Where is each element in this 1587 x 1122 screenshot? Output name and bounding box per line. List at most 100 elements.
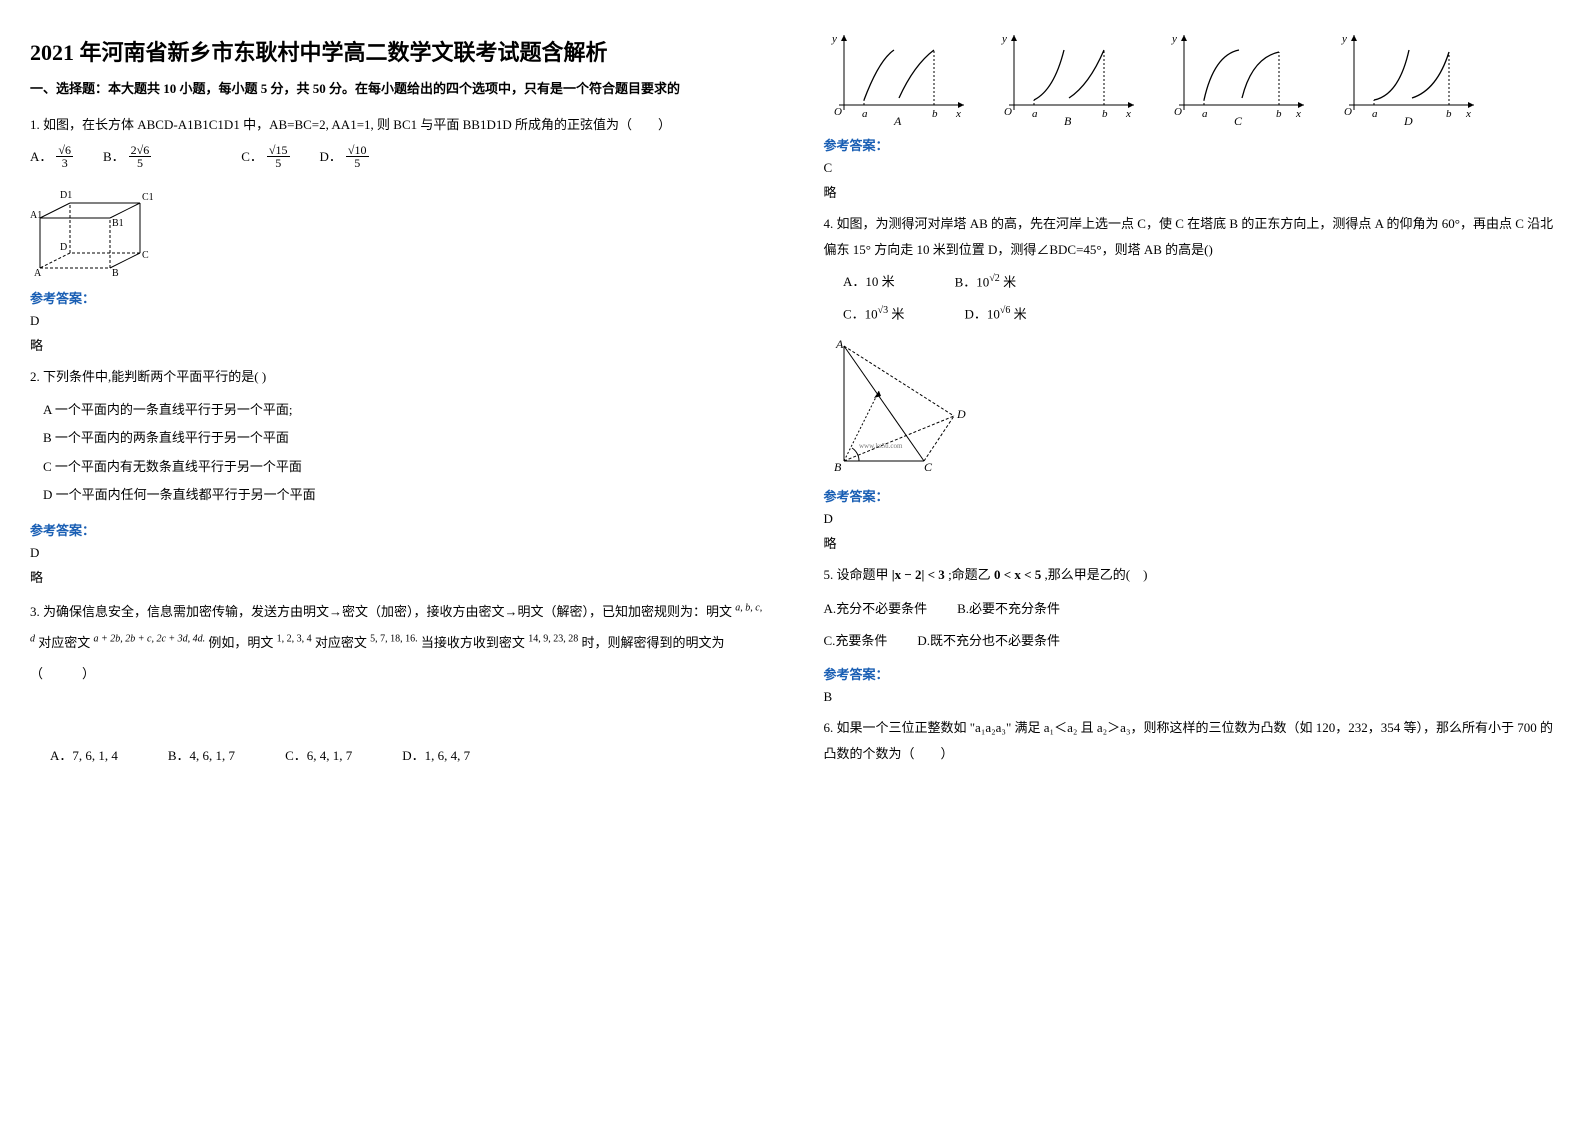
q2-option-b: B 一个平面内的两条直线平行于另一个平面 bbox=[43, 424, 764, 453]
q1-brief: 略 bbox=[30, 335, 764, 354]
q1-stem: 1. 如图，在长方体 ABCD-A1B1C1D1 中，AB=BC=2, AA1=… bbox=[30, 112, 764, 138]
question-5: 5. 设命题甲 |x − 2| < 3 ;命题乙 0 < x < 5 ,那么甲是… bbox=[824, 562, 1558, 654]
q3-options: A．7, 6, 1, 4 B．4, 6, 1, 7 C．6, 4, 1, 7 D… bbox=[50, 745, 764, 764]
q4-figure: A B C D www.ks5u.com bbox=[824, 336, 1558, 476]
q4-answer: D bbox=[824, 511, 1558, 527]
answer-heading: 参考答案： bbox=[30, 520, 764, 539]
question-3: 3. 为确保信息安全，信息需加密传输，发送方由明文→密文（加密），接收方由密文→… bbox=[30, 596, 764, 690]
q5-answer: B bbox=[824, 689, 1558, 705]
svg-text:C1: C1 bbox=[142, 192, 154, 203]
q4-option-a: A．10 米 bbox=[843, 269, 895, 295]
svg-text:A: A bbox=[34, 268, 42, 278]
question-4: 4. 如图，为测得河对岸塔 AB 的高，先在河岸上选一点 C，使 C 在塔底 B… bbox=[824, 211, 1558, 476]
svg-text:A1: A1 bbox=[30, 210, 42, 221]
q3-recv: 14, 9, 23, 28 bbox=[528, 634, 578, 645]
q3-cipherex: 5, 7, 18, 16. bbox=[370, 634, 418, 645]
svg-text:y: y bbox=[831, 33, 837, 45]
svg-text:B: B bbox=[834, 460, 842, 474]
svg-text:B1: B1 bbox=[112, 218, 124, 229]
q3-option-c: C．6, 4, 1, 7 bbox=[285, 745, 352, 764]
q3-option-b: B．4, 6, 1, 7 bbox=[168, 745, 235, 764]
svg-text:B: B bbox=[112, 268, 119, 278]
q3-p5: 例如，明文 bbox=[208, 635, 273, 650]
svg-text:O: O bbox=[834, 106, 842, 118]
answer-heading: 参考答案： bbox=[824, 664, 1558, 683]
svg-text:a: a bbox=[1372, 108, 1378, 120]
svg-text:C: C bbox=[1234, 114, 1243, 125]
svg-text:www.ks5u.com: www.ks5u.com bbox=[859, 442, 903, 450]
q5-option-d: D.既不充分也不必要条件 bbox=[917, 628, 1060, 654]
svg-text:y: y bbox=[1171, 33, 1177, 45]
graph-c: O a b x y C bbox=[1164, 30, 1314, 125]
q3-option-d: D．1, 6, 4, 7 bbox=[402, 745, 470, 764]
svg-text:B: B bbox=[1064, 114, 1072, 125]
q1-answer: D bbox=[30, 313, 764, 329]
q4-option-c: C．10√3 米 bbox=[843, 301, 904, 327]
question-6: 6. 如果一个三位正整数如 "a₁a₂a₃" 满足 a₁＜a₂ 且 a₂＞a₃，… bbox=[824, 715, 1558, 767]
q3-answer: C bbox=[824, 160, 1558, 176]
graph-d: O a b x y D bbox=[1334, 30, 1484, 125]
answer-heading: 参考答案： bbox=[824, 486, 1558, 505]
svg-text:A: A bbox=[893, 114, 902, 125]
q4-brief: 略 bbox=[824, 533, 1558, 552]
svg-text:x: x bbox=[1465, 108, 1471, 120]
graph-a: O a b x y A bbox=[824, 30, 974, 125]
left-column: 2021 年河南省新乡市东耿村中学高二数学文联考试题含解析 一、选择题：本大题共… bbox=[30, 20, 764, 777]
q3-option-a: A．7, 6, 1, 4 bbox=[50, 745, 118, 764]
svg-text:a: a bbox=[862, 108, 868, 120]
svg-text:x: x bbox=[1125, 108, 1131, 120]
q3-p2: 密文（加密），接收方由密文 bbox=[342, 604, 505, 619]
q2-stem: 2. 下列条件中,能判断两个平面平行的是( ) bbox=[30, 364, 764, 390]
q1-option-b: B． 2√65 bbox=[103, 144, 151, 170]
svg-text:b: b bbox=[1446, 108, 1452, 120]
q3-p1: 3. 为确保信息安全，信息需加密传输，发送方由明文 bbox=[30, 604, 329, 619]
svg-text:D: D bbox=[956, 407, 966, 421]
q5-option-b: B.必要不充分条件 bbox=[957, 596, 1060, 622]
q2-answer: D bbox=[30, 545, 764, 561]
q5-option-a: A.充分不必要条件 bbox=[824, 596, 928, 622]
svg-text:C: C bbox=[142, 250, 149, 261]
svg-text:b: b bbox=[932, 108, 938, 120]
q1-option-c: C． √155 bbox=[241, 144, 289, 170]
svg-text:O: O bbox=[1174, 106, 1182, 118]
svg-text:a: a bbox=[1032, 108, 1038, 120]
q3-p4: 对应密文 bbox=[38, 635, 90, 650]
q2-option-d: D 一个平面内任何一条直线都平行于另一个平面 bbox=[43, 481, 764, 510]
q2-brief: 略 bbox=[30, 567, 764, 586]
svg-text:b: b bbox=[1276, 108, 1282, 120]
q2-option-c: C 一个平面内有无数条直线平行于另一个平面 bbox=[43, 453, 764, 482]
q3-p3: 明文（解密），已知加密规则为：明文 bbox=[518, 604, 733, 619]
question-1: 1. 如图，在长方体 ABCD-A1B1C1D1 中，AB=BC=2, AA1=… bbox=[30, 112, 764, 278]
q3-plainex: 1, 2, 3, 4 bbox=[277, 634, 312, 645]
q5-cond1: |x − 2| < 3 bbox=[892, 567, 945, 582]
q5-cond2: 0 < x < 5 bbox=[994, 567, 1041, 582]
q4-stem: 4. 如图，为测得河对岸塔 AB 的高，先在河岸上选一点 C，使 C 在塔底 B… bbox=[824, 211, 1558, 263]
q1-option-a: A． √63 bbox=[30, 144, 73, 170]
q1-figure: A B C D A1 B1 C1 D1 bbox=[30, 178, 764, 278]
q1-options: A． √63 B． 2√65 C． √155 D． √105 bbox=[30, 144, 764, 170]
q3-rule: a + 2b, 2b + c, 2c + 3d, 4d. bbox=[94, 634, 206, 645]
svg-text:O: O bbox=[1344, 106, 1352, 118]
svg-text:y: y bbox=[1001, 33, 1007, 45]
svg-text:A: A bbox=[835, 337, 844, 351]
section-1-heading: 一、选择题：本大题共 10 小题，每小题 5 分，共 50 分。在每小题给出的四… bbox=[30, 79, 764, 100]
q6-stem: 6. 如果一个三位正整数如 "a₁a₂a₃" 满足 a₁＜a₂ 且 a₂＞a₃，… bbox=[824, 715, 1558, 767]
svg-text:D1: D1 bbox=[60, 190, 72, 201]
svg-text:x: x bbox=[1295, 108, 1301, 120]
svg-text:D: D bbox=[1403, 114, 1413, 125]
svg-text:y: y bbox=[1341, 33, 1347, 45]
q3-graphs: O a b x y A O bbox=[824, 30, 1558, 125]
q5-option-c: C.充要条件 bbox=[824, 628, 888, 654]
svg-text:x: x bbox=[955, 108, 961, 120]
svg-text:a: a bbox=[1202, 108, 1208, 120]
svg-text:C: C bbox=[924, 460, 933, 474]
q3-p6: 对应密文 bbox=[315, 635, 367, 650]
question-2: 2. 下列条件中,能判断两个平面平行的是( ) A 一个平面内的一条直线平行于另… bbox=[30, 364, 764, 510]
q2-option-a: A 一个平面内的一条直线平行于另一个平面; bbox=[43, 396, 764, 425]
answer-heading: 参考答案： bbox=[824, 135, 1558, 154]
answer-heading: 参考答案： bbox=[30, 288, 764, 307]
svg-text:b: b bbox=[1102, 108, 1108, 120]
graph-b: O a b x y B bbox=[994, 30, 1144, 125]
q1-option-d: D． √105 bbox=[320, 144, 369, 170]
page-title: 2021 年河南省新乡市东耿村中学高二数学文联考试题含解析 bbox=[30, 35, 764, 67]
